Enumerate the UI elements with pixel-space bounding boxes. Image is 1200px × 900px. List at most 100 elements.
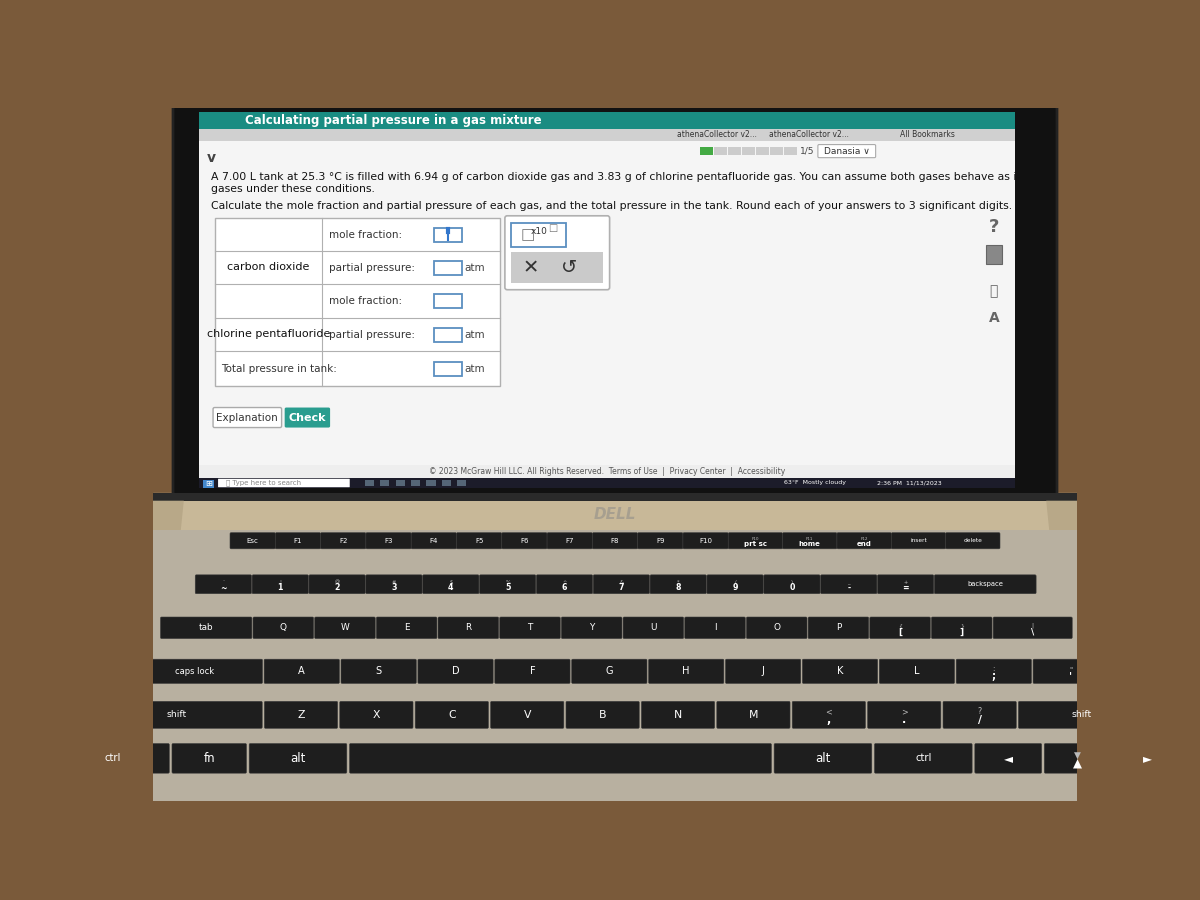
Text: E: E xyxy=(404,624,409,633)
Text: N: N xyxy=(674,710,682,720)
Text: mole fraction:: mole fraction: xyxy=(329,296,402,306)
Text: [: [ xyxy=(898,627,902,636)
FancyBboxPatch shape xyxy=(593,533,637,549)
Text: /: / xyxy=(978,716,982,725)
Text: Explanation: Explanation xyxy=(216,412,278,422)
Text: F1: F1 xyxy=(294,537,302,544)
Text: $: $ xyxy=(449,580,452,585)
Text: 2: 2 xyxy=(335,583,340,592)
Text: Calculating partial pressure in a gas mixture: Calculating partial pressure in a gas mi… xyxy=(246,113,542,127)
Text: F12: F12 xyxy=(860,537,868,541)
FancyBboxPatch shape xyxy=(994,617,1073,639)
Text: carbon dioxide: carbon dioxide xyxy=(227,263,310,273)
Bar xyxy=(426,480,436,486)
Text: ,: , xyxy=(827,716,830,725)
FancyBboxPatch shape xyxy=(650,575,707,594)
Text: v: v xyxy=(206,151,216,165)
Polygon shape xyxy=(1046,500,1078,801)
FancyBboxPatch shape xyxy=(511,222,566,248)
FancyBboxPatch shape xyxy=(728,533,782,549)
Text: S: S xyxy=(376,666,382,676)
FancyBboxPatch shape xyxy=(641,701,715,728)
FancyBboxPatch shape xyxy=(571,659,647,683)
FancyBboxPatch shape xyxy=(341,659,416,683)
Text: +: + xyxy=(904,580,907,585)
FancyBboxPatch shape xyxy=(412,533,456,549)
Text: <: < xyxy=(826,707,833,716)
Text: 1/5: 1/5 xyxy=(800,147,815,156)
Text: 63°F  Mostly cloudy: 63°F Mostly cloudy xyxy=(785,481,846,485)
FancyBboxPatch shape xyxy=(434,228,462,241)
FancyBboxPatch shape xyxy=(172,743,246,773)
FancyBboxPatch shape xyxy=(340,701,413,728)
Text: partial pressure:: partial pressure: xyxy=(329,263,414,273)
Bar xyxy=(154,500,1078,801)
Bar xyxy=(396,480,404,486)
FancyBboxPatch shape xyxy=(418,659,493,683)
Bar xyxy=(742,148,755,155)
FancyBboxPatch shape xyxy=(808,617,869,639)
Text: *: * xyxy=(677,580,679,585)
FancyBboxPatch shape xyxy=(434,294,462,308)
FancyBboxPatch shape xyxy=(56,743,169,773)
Text: Calculate the mole fraction and partial pressure of each gas, and the total pres: Calculate the mole fraction and partial … xyxy=(211,202,1012,211)
FancyBboxPatch shape xyxy=(547,533,593,549)
Text: Check: Check xyxy=(288,412,325,422)
FancyBboxPatch shape xyxy=(974,743,1042,773)
Text: G: G xyxy=(606,666,613,676)
Text: ~: ~ xyxy=(220,583,227,592)
Bar xyxy=(769,148,782,155)
Text: F6: F6 xyxy=(520,537,529,544)
FancyBboxPatch shape xyxy=(438,617,499,639)
FancyBboxPatch shape xyxy=(536,575,593,594)
Text: 3: 3 xyxy=(391,583,397,592)
Bar xyxy=(0,530,1200,807)
Text: ?: ? xyxy=(978,707,982,716)
Text: |: | xyxy=(1032,623,1033,628)
Text: alt: alt xyxy=(815,752,830,765)
FancyBboxPatch shape xyxy=(1019,701,1145,728)
Text: ◄: ◄ xyxy=(1003,752,1013,765)
FancyBboxPatch shape xyxy=(456,533,502,549)
Text: ': ' xyxy=(1069,671,1073,681)
Text: shift: shift xyxy=(1072,710,1092,719)
Bar xyxy=(380,480,389,486)
Text: prt sc: prt sc xyxy=(744,541,767,547)
Bar xyxy=(442,480,451,486)
Text: 2:36 PM  11/13/2023: 2:36 PM 11/13/2023 xyxy=(877,481,942,485)
Text: J: J xyxy=(762,666,764,676)
Text: 0: 0 xyxy=(790,583,794,592)
Text: F5: F5 xyxy=(475,537,484,544)
Text: ": " xyxy=(1069,666,1073,671)
Text: >: > xyxy=(901,707,907,716)
Text: -: - xyxy=(847,583,851,592)
FancyBboxPatch shape xyxy=(499,617,560,639)
Bar xyxy=(727,148,740,155)
FancyBboxPatch shape xyxy=(250,743,347,773)
FancyBboxPatch shape xyxy=(792,701,865,728)
Text: {: { xyxy=(898,623,902,628)
FancyBboxPatch shape xyxy=(1033,659,1109,683)
FancyBboxPatch shape xyxy=(648,659,724,683)
FancyBboxPatch shape xyxy=(877,575,934,594)
Text: _: _ xyxy=(847,580,850,585)
FancyBboxPatch shape xyxy=(943,701,1016,728)
Bar xyxy=(714,148,727,155)
Text: H: H xyxy=(683,666,690,676)
Text: ↺: ↺ xyxy=(560,258,577,277)
Text: Y: Y xyxy=(589,624,594,633)
FancyBboxPatch shape xyxy=(196,575,252,594)
Text: ⊞: ⊞ xyxy=(205,480,212,489)
Bar xyxy=(410,480,420,486)
Text: %: % xyxy=(505,580,510,585)
Text: ;: ; xyxy=(992,671,996,681)
FancyBboxPatch shape xyxy=(173,105,1057,496)
Text: F10: F10 xyxy=(751,537,760,541)
FancyBboxPatch shape xyxy=(623,617,684,639)
FancyBboxPatch shape xyxy=(161,617,252,639)
Text: P: P xyxy=(835,624,841,633)
Text: @: @ xyxy=(335,580,340,585)
FancyBboxPatch shape xyxy=(349,743,772,773)
FancyBboxPatch shape xyxy=(308,575,365,594)
Text: Esc: Esc xyxy=(247,537,258,544)
